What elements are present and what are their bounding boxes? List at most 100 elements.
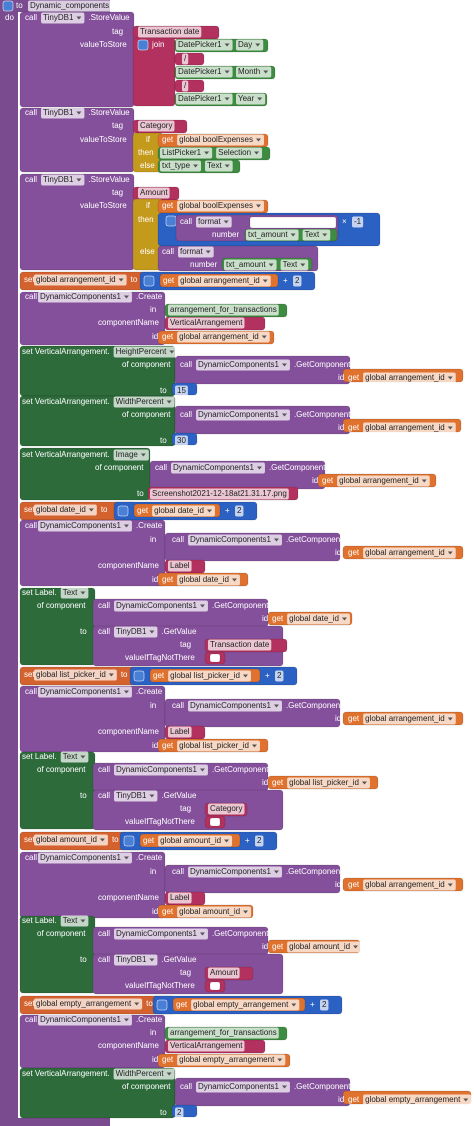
block-label: if bbox=[146, 201, 151, 210]
block-label: + bbox=[245, 836, 250, 845]
dropdown-field: txt_amount bbox=[226, 260, 266, 269]
dropdown-arrow bbox=[251, 744, 257, 748]
field-background bbox=[114, 954, 158, 966]
dropdown-field: txt_type bbox=[162, 161, 191, 170]
dropdown-field: global list_picker_id bbox=[36, 670, 106, 679]
field-background bbox=[280, 259, 309, 271]
block-label: call bbox=[98, 955, 110, 964]
block-label: id bbox=[338, 423, 344, 432]
field-background bbox=[236, 39, 264, 51]
text-field: 2 bbox=[177, 1108, 182, 1117]
dropdown-field: global arrangement_id bbox=[365, 373, 445, 382]
dropdown-field: txt_amount bbox=[248, 230, 288, 239]
dropdown-field: TinyDB1 bbox=[43, 13, 74, 22]
dropdown-field: global arrangement_id bbox=[339, 476, 419, 485]
text-field: / bbox=[184, 54, 187, 63]
field-background bbox=[152, 505, 215, 517]
field-background bbox=[168, 317, 245, 329]
dropdown-field: global date_id bbox=[179, 575, 229, 584]
field-background bbox=[114, 600, 208, 612]
block-label: componentName bbox=[98, 318, 159, 327]
block-label: in bbox=[150, 701, 156, 710]
dropdown-field: DynamicComponents1 bbox=[40, 521, 121, 530]
field-background bbox=[287, 941, 362, 953]
text-field: 2 bbox=[295, 276, 300, 285]
block-label: of component bbox=[95, 463, 144, 472]
field-background bbox=[168, 304, 279, 316]
block-label: get bbox=[348, 714, 360, 723]
dropdown-field: global empty_arrangement bbox=[36, 999, 132, 1008]
dropdown-field: DynamicComponents1 bbox=[190, 535, 271, 544]
dropdown-field: global arrangement_id bbox=[365, 423, 445, 432]
block-label: call bbox=[172, 867, 184, 876]
block-label: to bbox=[16, 1, 23, 10]
block bbox=[249, 216, 337, 229]
text-field: Label bbox=[170, 727, 190, 736]
dropdown-arrow bbox=[123, 524, 129, 528]
text-field: Category bbox=[140, 121, 172, 130]
dropdown-field: ListPicker1 bbox=[162, 148, 202, 157]
field-background bbox=[177, 1054, 286, 1066]
block-label: to bbox=[80, 791, 87, 800]
dropdown-arrow bbox=[224, 164, 230, 168]
block-label: call bbox=[162, 247, 174, 256]
field-background bbox=[34, 834, 108, 846]
text-field: Transaction date bbox=[210, 640, 270, 649]
block bbox=[209, 981, 221, 991]
text-field: Label bbox=[170, 893, 190, 902]
dropdown-field: WidthPercent bbox=[116, 1069, 165, 1078]
dropdown-field: global arrangement_id bbox=[365, 880, 445, 889]
block-label: to bbox=[101, 505, 108, 514]
block-label: .GetComponent bbox=[212, 765, 269, 774]
block-label: of component bbox=[122, 1082, 171, 1091]
dropdown-arrow bbox=[290, 233, 296, 237]
block-label: set VerticalArrangement. bbox=[22, 450, 110, 459]
block-label: .GetValue bbox=[161, 627, 197, 636]
dropdown-field: format bbox=[180, 247, 203, 256]
dropdown-arrow bbox=[80, 919, 86, 923]
field-background bbox=[138, 187, 170, 199]
dropdown-arrow bbox=[463, 1098, 469, 1102]
block-label: id bbox=[152, 332, 158, 341]
dropdown-field: DynamicComponents1 bbox=[40, 853, 121, 862]
field-background bbox=[293, 275, 302, 287]
dropdown-field: Selection bbox=[218, 148, 251, 157]
field-background bbox=[208, 967, 240, 979]
block-label: .GetComponent bbox=[286, 867, 343, 876]
dropdown-arrow bbox=[243, 910, 249, 914]
text-field: VerticalArrangement bbox=[170, 1041, 243, 1050]
dropdown-field: global empty_arrangement bbox=[365, 1095, 461, 1104]
field-background bbox=[337, 475, 430, 487]
block bbox=[209, 653, 221, 663]
block-label: join bbox=[151, 40, 164, 49]
block-label: in bbox=[150, 305, 156, 314]
dropdown-field: TinyDB1 bbox=[43, 175, 74, 184]
field-background bbox=[60, 751, 89, 763]
block-label: id bbox=[152, 741, 158, 750]
dropdown-field: global amount_id bbox=[36, 835, 97, 844]
block-label: set VerticalArrangement. bbox=[22, 1069, 110, 1078]
dropdown-field: DynamicComponents1 bbox=[40, 687, 121, 696]
dropdown-field: DynamicComponents1 bbox=[116, 929, 197, 938]
block-label: .GetComponent bbox=[212, 601, 269, 610]
block-label: to bbox=[137, 489, 144, 498]
block-label: id bbox=[152, 1055, 158, 1064]
dropdown-arrow bbox=[80, 755, 86, 759]
block-label: .Create bbox=[136, 687, 163, 696]
dropdown-field: Text bbox=[63, 752, 78, 761]
text-field: 2 bbox=[237, 506, 242, 515]
block-label: id bbox=[338, 1095, 344, 1104]
text-field: arrangement_for_transactions bbox=[170, 305, 277, 314]
block-label: .Create bbox=[136, 1015, 163, 1024]
block-label: .GetComponent bbox=[294, 360, 351, 369]
block-label: + bbox=[265, 671, 270, 680]
dropdown-arrow bbox=[353, 945, 359, 949]
field-background bbox=[113, 449, 149, 461]
field-background bbox=[38, 852, 132, 864]
dropdown-arrow bbox=[261, 335, 267, 339]
text-field: Amount bbox=[210, 968, 238, 977]
gear-icon bbox=[165, 215, 177, 227]
block-label: tag bbox=[180, 968, 191, 977]
text-field: / bbox=[184, 81, 187, 90]
gear-icon bbox=[117, 505, 129, 517]
